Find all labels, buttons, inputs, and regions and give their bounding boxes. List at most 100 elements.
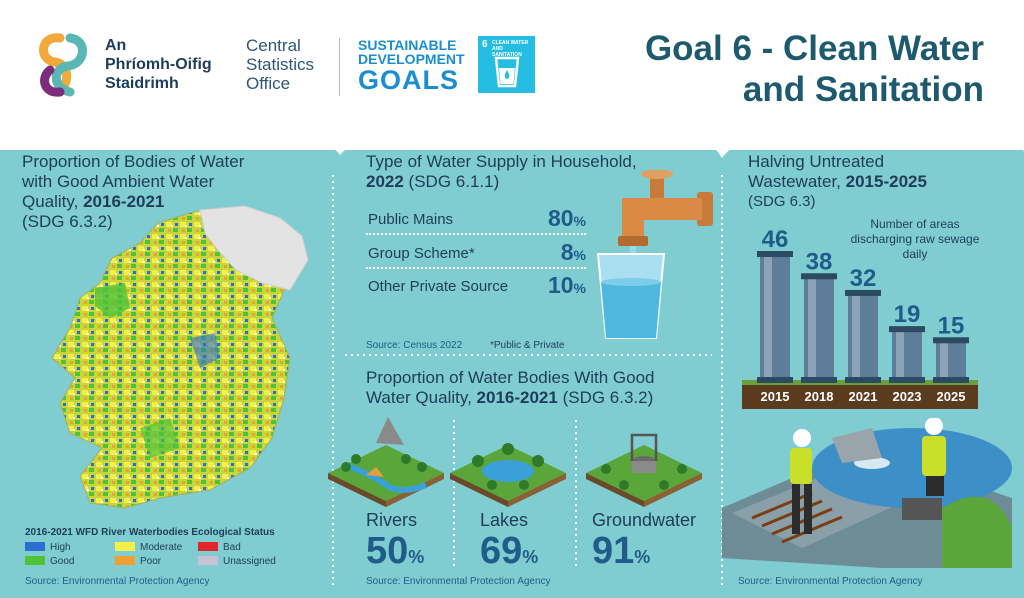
legend-label: Poor	[140, 556, 162, 567]
org-english-name: Central Statistics Office	[246, 36, 314, 93]
chart-bar-highlight	[764, 255, 772, 383]
chart-bar	[801, 273, 837, 383]
sdg-wordmark: SUSTAINABLE DEVELOPMENT	[358, 38, 465, 66]
chart-category-label: 2025	[937, 389, 966, 404]
legend-item: High	[25, 542, 71, 553]
chart-ground	[742, 383, 978, 409]
page-title-line: Goal 6 - Clean Water	[644, 29, 984, 68]
title-line: Proportion of Bodies of Water	[22, 152, 245, 171]
chart-data-label: 19	[894, 301, 921, 328]
supply-label: Other Private Source	[368, 278, 509, 295]
title-years: 2015-2025	[845, 172, 927, 191]
title-text: Quality,	[22, 192, 84, 211]
title-line: (SDG 6.3)	[748, 193, 816, 210]
legend-item: Moderate	[115, 542, 182, 553]
source-note: Source: Environmental Protection Agency	[25, 576, 210, 587]
water-body-value: 69%	[480, 530, 538, 573]
chart-bar-cap	[889, 326, 925, 333]
legend-item: Good	[25, 556, 74, 567]
legend-swatch	[25, 556, 45, 565]
supply-label: Public Mains	[368, 211, 454, 228]
water-body-number: 69	[480, 530, 523, 572]
title-line: Quality, 2016-2021	[22, 192, 322, 212]
footnote: *Public & Private	[490, 340, 565, 351]
title-years: 2016-2021	[83, 192, 165, 211]
cso-logo-icon	[39, 33, 87, 97]
chart-bar-highlight	[852, 293, 860, 383]
chart-category-label: 2015	[761, 389, 790, 404]
sdg-line: SUSTAINABLE	[358, 37, 457, 53]
org-irish-line: Phríomh-Oifig	[105, 56, 212, 73]
title-year: 2022	[366, 172, 404, 191]
title-text: Water Quality,	[366, 388, 477, 407]
org-english-line: Central	[246, 36, 301, 55]
title-line: 2022 (SDG 6.1.1)	[366, 172, 706, 192]
sdg-line: DEVELOPMENT	[358, 51, 465, 67]
org-irish-line: Staidrimh	[105, 75, 179, 92]
supply-number: 8	[560, 239, 574, 265]
chart-bar-highlight	[896, 330, 904, 383]
supply-unit: %	[573, 280, 586, 296]
chart-category-label: 2018	[805, 389, 834, 404]
source-note: Source: Census 2022	[366, 340, 463, 351]
chart-note: Number of areas discharging raw sewage d…	[850, 217, 980, 261]
sdg6-number: 6	[482, 39, 488, 50]
chart-bar-highlight	[940, 341, 948, 383]
supply-value: 80%	[548, 205, 586, 232]
water-body-value: 91%	[592, 530, 650, 573]
page-title: Goal 6 - Clean Water and Sanitation	[645, 28, 984, 110]
source-note: Source: Environmental Protection Agency	[738, 576, 923, 587]
ireland-water-quality-map	[51, 205, 309, 509]
title-line: Proportion of Water Bodies With Good	[366, 368, 655, 387]
org-irish-name: An Phríomh-Oifig Staidrimh	[105, 36, 212, 93]
legend-label: Unassigned	[223, 556, 276, 567]
title-line: (SDG 6.3.2)	[22, 212, 113, 231]
supply-value: 10%	[548, 272, 586, 299]
supply-title: Type of Water Supply in Household, 2022 …	[366, 152, 706, 192]
legend-swatch	[115, 556, 135, 565]
chart-category-label: 2023	[893, 389, 922, 404]
title-line: Halving Untreated	[748, 152, 885, 171]
left-panel-title: Proportion of Bodies of Water with Good …	[22, 152, 322, 232]
water-body-unit: %	[634, 547, 651, 567]
water-body-number: 91	[592, 530, 635, 572]
supply-value: 8%	[561, 239, 586, 266]
title-line: Wastewater, 2015-2025	[748, 172, 1008, 192]
water-body-label: Rivers	[366, 510, 418, 530]
title-line: Water Quality, 2016-2021 (SDG 6.3.2)	[366, 388, 716, 408]
water-glass-icon	[494, 56, 520, 88]
header-divider	[339, 38, 340, 96]
chart-bar-base	[889, 377, 925, 383]
chart-bar-cap	[801, 273, 837, 280]
legend-swatch	[115, 542, 135, 551]
supply-row: Public Mains 80%	[366, 205, 586, 235]
chart-bar-highlight	[808, 277, 816, 383]
chart-bar	[757, 251, 793, 383]
title-text: Wastewater,	[748, 172, 846, 191]
org-english-line: Statistics	[246, 55, 315, 74]
header: An Phríomh-Oifig Staidrimh Central Stati…	[0, 0, 1024, 150]
title-text: (SDG 6.1.1)	[403, 172, 500, 191]
chart-bar-cap	[933, 337, 969, 344]
sdg6-badge: 6 CLEAN WATER AND SANITATION	[478, 36, 535, 93]
chart-bar	[889, 326, 925, 383]
wastewater-title: Halving Untreated Wastewater, 2015-2025 …	[748, 152, 1008, 212]
supply-row: Other Private Source 10%	[366, 272, 586, 302]
water-body-number: 50	[366, 530, 409, 572]
chart-data-label: 32	[850, 265, 877, 292]
legend-label: High	[50, 542, 71, 553]
legend-swatch	[198, 542, 218, 551]
supply-unit: %	[573, 247, 586, 263]
title-text: (SDG 6.3.2)	[557, 388, 654, 407]
supply-row: Group Scheme* 8%	[366, 239, 586, 269]
sdg-goals-word: GOALS	[358, 65, 460, 95]
map-legend-title: 2016-2021 WFD River Waterbodies Ecologic…	[25, 527, 275, 538]
supply-number: 80	[547, 205, 574, 231]
water-body-label: Lakes	[480, 510, 529, 530]
chart-bar-base	[757, 377, 793, 383]
legend-swatch	[25, 542, 45, 551]
sdg6-label: CLEAN WATER AND SANITATION	[492, 40, 529, 58]
water-body-label: Groundwater	[592, 510, 697, 530]
legend-item: Unassigned	[198, 556, 276, 567]
chart-data-label: 15	[938, 312, 965, 339]
